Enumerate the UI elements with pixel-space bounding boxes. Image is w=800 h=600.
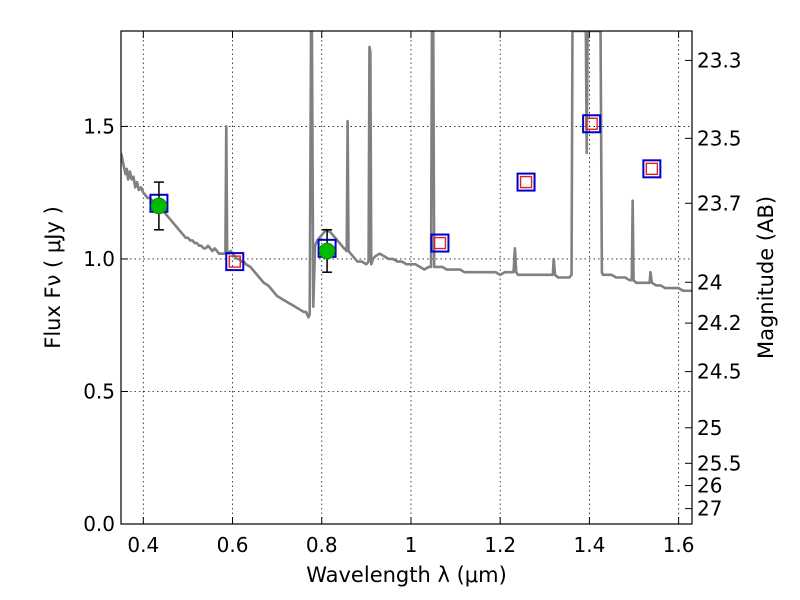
model-box-marker	[582, 114, 602, 134]
observed-point	[318, 242, 336, 260]
y-tick-label: 1.5	[83, 114, 115, 138]
right-tick-label: 27	[697, 497, 722, 521]
model-box-marker	[430, 233, 450, 253]
right-tick-label: 24	[697, 270, 722, 294]
predicted-box-marker	[228, 255, 241, 268]
right-tick-label: 23.7	[697, 191, 742, 215]
axis-ticks: 0.4 0.6 0.8 1 1.2 1.4 1.6 0.0 0.5 1.0 1.5 23.3 23.5 2…	[83, 31, 742, 557]
x-tick-label: 0.4	[127, 533, 159, 557]
right-axis-label: Magnitude (AB)	[754, 196, 778, 359]
x-tick-label: 0.6	[217, 533, 249, 557]
x-tick-label: 1.2	[484, 533, 516, 557]
predicted-box-marker	[433, 236, 447, 250]
right-tick-label: 23.5	[697, 126, 742, 150]
y-tick-label: 0.5	[83, 379, 115, 403]
x-axis-label: Wavelength λ (μm)	[306, 563, 507, 587]
model-box-marker	[225, 252, 245, 272]
x-tick-label: 1.6	[663, 533, 695, 557]
x-tick-label: 0.8	[306, 533, 338, 557]
x-tick-label: 1	[405, 533, 418, 557]
observed-point	[150, 197, 168, 215]
model-spectrum-line	[121, 31, 692, 319]
predicted-box-marker	[585, 117, 598, 130]
right-tick-label: 23.3	[697, 48, 742, 72]
y-tick-label: 0.0	[83, 512, 115, 536]
right-tick-label: 24.2	[697, 311, 742, 335]
model-box-marker	[516, 172, 536, 192]
predicted-box-marker	[645, 162, 659, 176]
right-tick-label: 26	[697, 474, 722, 498]
x-tick-label: 1.4	[573, 533, 605, 557]
plot-area	[121, 31, 692, 319]
right-tick-label: 24.5	[697, 360, 742, 384]
grid	[121, 31, 692, 525]
model-box-marker	[642, 159, 662, 179]
y-axis-label: Flux Fν ( μJy )	[41, 206, 65, 349]
y-tick-label: 1.0	[83, 247, 115, 271]
right-tick-label: 25.5	[697, 451, 742, 475]
predicted-box-marker	[519, 175, 533, 189]
right-tick-label: 25	[697, 416, 722, 440]
plot-frame	[120, 30, 693, 525]
